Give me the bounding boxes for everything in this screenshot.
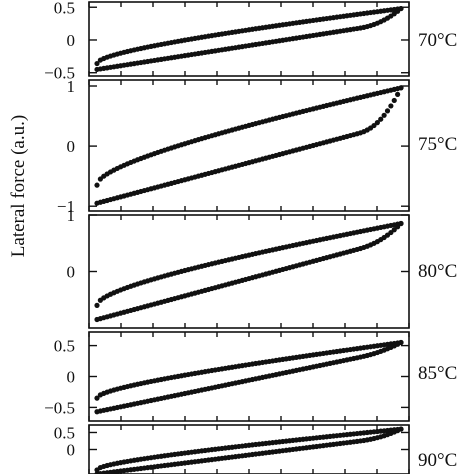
data-points <box>94 220 404 323</box>
data-points <box>94 426 404 474</box>
data-point <box>398 85 404 91</box>
data-point <box>94 60 100 67</box>
data-points <box>94 85 404 206</box>
panel-5: 0.50 90°C <box>54 423 457 474</box>
y-tick-label: 1 <box>67 77 76 96</box>
data-point <box>374 120 380 126</box>
y-tick-label: 1 <box>67 206 76 225</box>
y-tick-label: 0.5 <box>54 423 75 442</box>
y-tick-label: 0 <box>67 263 76 282</box>
data-point <box>398 339 404 346</box>
y-tick-label: 0.5 <box>54 0 75 17</box>
y-tick-label: 0 <box>67 137 76 156</box>
y-tick-label: −0.5 <box>44 64 75 83</box>
data-point <box>94 302 100 308</box>
panel-3: 1 0 80°C <box>67 206 457 329</box>
data-point <box>388 103 394 109</box>
panel-frame <box>88 331 410 422</box>
data-point <box>398 220 404 227</box>
y-axis-title: Lateral force (a.u.) <box>8 115 29 257</box>
data-point <box>371 122 377 129</box>
temperature-label: 85°C <box>418 363 457 384</box>
y-tick-label: 0.5 <box>54 337 75 356</box>
panel-4: 0.5 0 −0.5 85°C <box>44 331 457 422</box>
data-point <box>378 116 384 122</box>
data-point <box>384 108 391 114</box>
data-point <box>391 227 397 233</box>
data-point <box>94 395 100 401</box>
temperature-label: 80°C <box>418 261 457 282</box>
data-points <box>94 339 404 415</box>
data-point <box>381 112 387 118</box>
temperature-label: 70°C <box>418 30 457 51</box>
y-tick-label: −1 <box>57 197 75 216</box>
data-point <box>398 426 404 432</box>
y-tick-label: 0 <box>67 368 76 387</box>
data-point <box>398 5 404 12</box>
temperature-label: 90°C <box>418 450 457 471</box>
y-tick-label: 0 <box>67 441 76 460</box>
panel-1: 0.5 0 −0.5 70°C <box>44 0 457 83</box>
panels-group: 0.50−0.570°C10−175°C10 80°C0.50−0.585°C0.… <box>44 0 457 474</box>
temperature-label: 75°C <box>418 134 457 155</box>
data-point <box>395 224 401 230</box>
data-point <box>391 97 397 104</box>
data-point <box>395 91 401 98</box>
y-tick-label: 0 <box>67 31 76 50</box>
data-point <box>94 182 100 188</box>
y-tick-label: −0.5 <box>44 398 75 417</box>
panel-2: 1 0 −1 75°C <box>57 77 457 216</box>
data-points <box>94 5 404 73</box>
